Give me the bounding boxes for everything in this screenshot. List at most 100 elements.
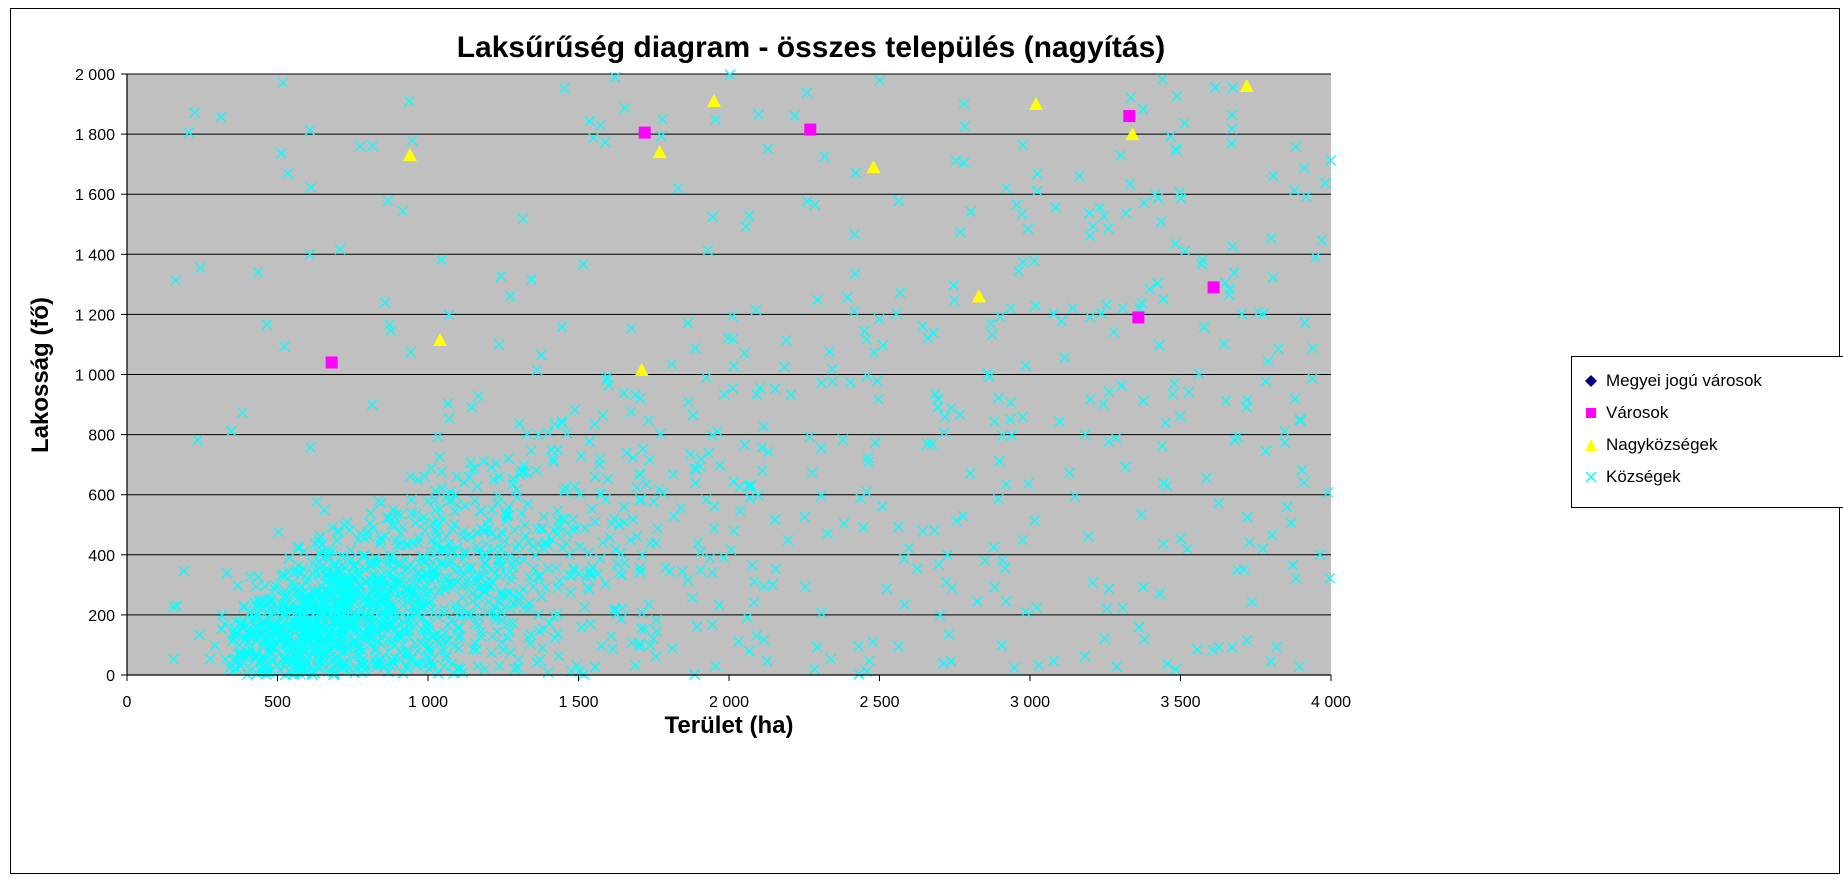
point-kozseg: [435, 254, 447, 266]
point-kozseg: [354, 140, 366, 152]
point-kozseg: [547, 453, 559, 464]
point-kozseg: [707, 211, 719, 223]
point-kozseg: [375, 596, 387, 608]
point-nagykozseg: [1029, 97, 1044, 111]
point-kozseg: [189, 107, 201, 119]
point-kozseg: [853, 668, 865, 680]
point-kozseg: [986, 329, 998, 341]
point-kozseg: [216, 623, 228, 635]
point-kozseg: [1022, 223, 1034, 235]
point-kozseg: [601, 374, 613, 386]
point-kozseg: [579, 601, 591, 613]
point-kozseg: [954, 226, 966, 238]
point-kozseg: [269, 606, 280, 617]
point-kozseg: [666, 643, 678, 655]
point-kozseg: [567, 523, 579, 535]
point-kozseg: [406, 135, 418, 146]
point-kozseg: [288, 589, 299, 601]
point-kozseg: [434, 503, 446, 515]
point-kozseg: [942, 549, 953, 561]
point-kozseg: [283, 552, 295, 564]
point-kozseg: [314, 548, 326, 560]
point-kozseg: [498, 644, 509, 656]
point-kozseg: [982, 368, 994, 380]
point-kozseg: [971, 596, 983, 607]
point-kozseg: [1174, 533, 1186, 545]
point-kozseg: [209, 640, 221, 652]
point-kozseg: [495, 270, 507, 282]
point-kozseg: [384, 551, 396, 562]
point-kozseg: [229, 627, 241, 639]
point-kozseg: [401, 625, 413, 637]
point-kozseg: [863, 655, 875, 667]
point-kozseg: [348, 651, 360, 663]
point-kozseg: [397, 205, 409, 217]
point-kozseg: [644, 640, 656, 651]
point-kozseg: [411, 660, 423, 671]
point-kozseg: [625, 534, 636, 546]
point-kozseg: [1219, 277, 1231, 289]
point-kozseg: [270, 580, 282, 592]
point-kozseg: [314, 611, 326, 623]
point-kozseg: [388, 640, 400, 652]
point-kozseg: [724, 69, 736, 81]
point-kozseg: [466, 588, 478, 599]
point-kozseg: [367, 583, 378, 595]
point-kozseg: [1137, 395, 1149, 407]
point-kozseg: [536, 590, 547, 602]
point-kozseg: [528, 563, 540, 574]
point-kozseg: [706, 430, 718, 442]
point-kozseg: [216, 609, 228, 621]
point-kozseg: [552, 444, 564, 456]
point-kozseg: [1095, 307, 1107, 319]
point-kozseg: [493, 554, 505, 566]
point-kozseg: [950, 155, 962, 167]
point-kozseg: [235, 660, 247, 672]
point-kozseg: [446, 582, 458, 593]
point-kozseg: [1158, 293, 1170, 305]
point-kozseg: [364, 517, 376, 529]
point-kozseg: [457, 571, 469, 583]
point-kozseg: [236, 650, 248, 662]
point-kozseg: [416, 623, 428, 635]
point-kozseg: [1031, 602, 1043, 614]
point-kozseg: [595, 640, 607, 652]
point-kozseg: [494, 557, 506, 569]
point-kozseg: [571, 659, 583, 671]
point-kozseg: [436, 560, 448, 572]
point-kozseg: [443, 309, 455, 321]
point-kozseg: [356, 550, 368, 562]
point-kozseg: [504, 290, 516, 302]
point-kozseg: [994, 311, 1006, 323]
point-kozseg: [682, 574, 694, 586]
point-kozseg: [204, 653, 216, 665]
point-kozseg: [1226, 109, 1238, 121]
point-kozseg: [436, 466, 448, 478]
point-kozseg: [431, 515, 443, 527]
point-kozseg: [403, 95, 415, 107]
point-kozseg: [1181, 543, 1193, 555]
point-kozseg: [714, 460, 726, 472]
point-kozseg: [501, 591, 513, 603]
point-kozseg: [255, 595, 267, 607]
y-tick-label: 1 400: [75, 247, 115, 264]
point-kozseg: [979, 555, 991, 567]
point-kozseg: [1069, 491, 1081, 503]
point-kozseg: [516, 507, 528, 519]
point-kozseg: [903, 542, 914, 554]
point-kozseg: [463, 529, 475, 541]
point-kozseg: [861, 370, 873, 382]
point-kozseg: [561, 427, 573, 439]
point-kozseg: [746, 559, 758, 571]
point-kozseg: [277, 609, 289, 621]
point-kozseg: [815, 490, 827, 502]
point-kozseg: [489, 568, 501, 580]
point-kozseg: [538, 536, 550, 548]
point-kozseg: [386, 519, 398, 531]
point-kozseg: [253, 595, 265, 607]
point-kozseg: [1108, 326, 1120, 338]
point-kozseg: [308, 586, 320, 598]
point-kozseg: [451, 499, 463, 511]
point-kozseg: [511, 491, 523, 503]
point-kozseg: [849, 228, 861, 240]
